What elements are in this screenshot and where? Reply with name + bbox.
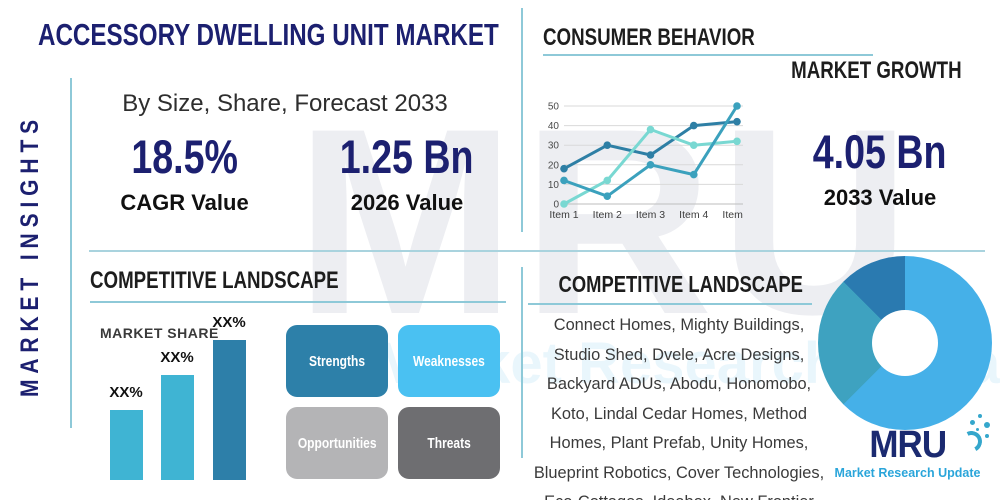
data-point — [560, 164, 568, 173]
consumer-behavior-line-chart: 0 10 20 30 40 50 Item 1 Item 2 Item 3 Item 4 Item … — [540, 100, 752, 227]
section-competitive-landscape-left: COMPETITIVE LANDSCAPE — [90, 267, 339, 294]
section-consumer-behavior: CONSUMER BEHAVIOR — [543, 24, 755, 51]
x-axis-label: Item 5 — [722, 209, 745, 221]
bar-value-label: XX% — [160, 349, 194, 366]
market-share-title: MARKET SHARE — [100, 325, 219, 341]
logo-splash-dot — [969, 420, 975, 425]
y-axis-tick: 0 — [553, 200, 559, 211]
logo-splash-dot — [975, 428, 979, 431]
y-axis-tick: 40 — [548, 121, 560, 132]
logo-splash-dot — [984, 434, 989, 438]
bar-value-label: XX% — [212, 314, 246, 331]
data-point — [733, 117, 741, 126]
market-insights-vertical-label: MARKET INSIGHTS — [16, 113, 44, 397]
swot-strengths-label: Strengths — [308, 352, 365, 370]
base-year-value: 1.25 Bn — [340, 130, 474, 183]
data-point — [603, 192, 612, 200]
left-vertical-divider — [70, 78, 72, 428]
data-point — [646, 125, 655, 134]
logo-tagline: Market Research Update — [834, 466, 981, 480]
center-vertical-divider-top — [521, 8, 523, 232]
cagr-stat: 18.5% CAGR Value — [107, 133, 262, 216]
market-share-bar-chart: XX% XX% XX% — [98, 314, 260, 480]
data-point — [689, 170, 698, 179]
logo-r-accent-arc — [957, 428, 985, 455]
x-axis-label: Item 2 — [593, 209, 622, 221]
section-competitive-landscape-right: COMPETITIVE LANDSCAPE — [558, 271, 803, 297]
background-watermark-mru: MRU — [295, 74, 917, 370]
market-share-bar-1 — [110, 410, 143, 480]
company-list: Connect Homes, Mighty Buildings, Studio … — [533, 316, 825, 500]
center-vertical-divider-bottom — [521, 267, 523, 458]
forecast-stat: 4.05 Bn 2033 Value — [790, 128, 970, 211]
data-point — [689, 141, 698, 149]
data-point — [560, 176, 568, 185]
line-series-series-medium — [562, 104, 739, 198]
logo-acronym: MRU — [869, 424, 947, 466]
x-axis-label: Item 4 — [679, 209, 708, 221]
y-axis-tick: 10 — [548, 180, 560, 191]
data-point — [603, 176, 612, 185]
competitive-landscape-right-underline — [528, 303, 812, 305]
swot-threats-label: Threats — [427, 434, 471, 452]
data-point — [733, 102, 741, 110]
cagr-value: 18.5% — [131, 130, 238, 183]
x-axis-label: Item 3 — [636, 209, 665, 221]
swot-opportunities-label: Opportunities — [297, 434, 377, 452]
forecast-value: 4.05 Bn — [813, 125, 947, 178]
horizontal-divider — [89, 250, 985, 252]
forecast-label: 2033 Value — [823, 185, 937, 210]
logo-splash-dot — [983, 422, 990, 428]
donut-hole — [872, 310, 938, 376]
section-market-growth: MARKET GROWTH — [791, 57, 962, 84]
swot-weaknesses-label: Weaknesses — [413, 352, 485, 370]
competitive-landscape-left-underline — [90, 301, 506, 303]
page-title-text: ACCESSORY DWELLING UNIT MARKET — [38, 17, 499, 52]
y-axis-tick: 30 — [548, 141, 560, 152]
swot-opportunities-box: Opportunities — [286, 407, 388, 479]
consumer-behavior-underline — [543, 54, 873, 56]
base-year-stat: 1.25 Bn 2026 Value — [322, 133, 492, 216]
swot-threats-box: Threats — [398, 407, 500, 479]
base-year-label: 2026 Value — [350, 190, 464, 215]
data-point — [733, 137, 741, 146]
data-point — [646, 161, 655, 169]
x-axis-label: Item 1 — [549, 209, 578, 221]
data-point — [689, 121, 698, 130]
y-axis-tick: 20 — [548, 160, 560, 171]
data-point — [603, 141, 612, 149]
market-share-donut-chart — [818, 256, 992, 430]
logo-splash-dot — [977, 414, 982, 418]
market-share-bar-2 — [161, 375, 194, 480]
bar-value-label: XX% — [109, 384, 143, 401]
market-share-bar-3 — [213, 340, 246, 480]
swot-strengths-box: Strengths — [286, 325, 388, 397]
line-chart-svg: 0 10 20 30 40 50 Item 1 Item 2 Item 3 Item 4 Item … — [548, 102, 752, 222]
page-title: ACCESSORY DWELLING UNIT MARKET — [38, 17, 629, 53]
swot-weaknesses-box: Weaknesses — [398, 325, 500, 397]
y-axis-tick: 50 — [548, 102, 560, 113]
report-subtitle: By Size, Share, Forecast 2033 — [122, 90, 448, 117]
data-point — [646, 151, 655, 159]
brand-logo: MRU Market Research Update — [820, 414, 995, 480]
data-point — [560, 200, 568, 208]
cagr-label: CAGR Value — [120, 190, 249, 215]
